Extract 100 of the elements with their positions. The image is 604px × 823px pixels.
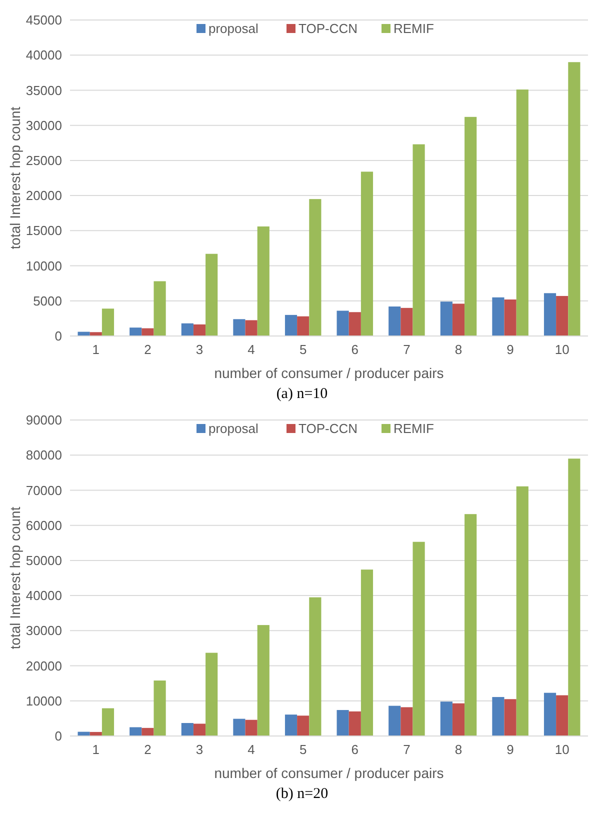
bar <box>360 570 374 736</box>
x-tick-label: 6 <box>351 342 359 357</box>
y-tick-label: 50000 <box>26 552 62 568</box>
x-tick-label: 8 <box>454 742 462 757</box>
bar <box>556 296 568 336</box>
bar <box>464 514 477 736</box>
bar <box>193 724 206 736</box>
bar <box>309 199 322 336</box>
x-tick-label: 7 <box>403 742 410 757</box>
legend-label: REMIF <box>394 21 434 36</box>
legend-label: TOP-CCN <box>298 21 358 36</box>
y-tick-label: 5000 <box>33 293 62 308</box>
bar <box>400 308 413 336</box>
bar <box>142 728 154 736</box>
bar <box>245 320 258 336</box>
bar <box>154 680 166 736</box>
bar <box>544 293 556 336</box>
bar <box>154 281 166 336</box>
bar <box>284 714 298 736</box>
bar <box>297 316 310 336</box>
bar <box>181 323 194 336</box>
bar <box>193 324 206 336</box>
bar <box>412 542 425 736</box>
y-tick-label: 90000 <box>26 412 62 428</box>
x-tick-label: 2 <box>144 342 152 357</box>
legend-label: proposal <box>208 21 258 36</box>
bar <box>452 304 465 336</box>
y-tick-label: 10000 <box>26 258 62 274</box>
x-tick-label: 4 <box>248 342 255 357</box>
x-tick-label: 7 <box>403 342 410 357</box>
bar <box>257 226 270 336</box>
y-tick-label: 60000 <box>26 518 62 533</box>
x-tick-label: 1 <box>92 742 100 757</box>
bar <box>90 332 102 336</box>
x-tick-label: 9 <box>506 342 514 357</box>
x-axis-title: number of consumer / producer pairs <box>214 765 444 781</box>
bar <box>516 90 528 336</box>
bar <box>388 706 401 736</box>
legend-label: TOP-CCN <box>298 421 358 436</box>
y-tick-label: 35000 <box>26 82 62 98</box>
y-tick-label: 70000 <box>26 482 62 498</box>
bar <box>504 699 516 736</box>
bar <box>464 116 477 336</box>
y-tick-label: 0 <box>54 728 62 744</box>
bar <box>130 328 142 336</box>
bar <box>544 692 556 736</box>
x-tick-label: 2 <box>144 742 152 757</box>
bar <box>284 314 298 336</box>
x-tick-label: 5 <box>299 342 307 357</box>
bar <box>297 716 310 736</box>
text: (b) n=20 <box>276 786 328 802</box>
bar <box>348 312 361 336</box>
x-tick-label: 3 <box>196 742 204 757</box>
bar <box>492 297 504 336</box>
bar <box>257 625 270 736</box>
y-tick-label: 25000 <box>26 152 62 168</box>
y-tick-label: 45000 <box>26 12 62 28</box>
x-axis-title: number of consumer / producer pairs <box>214 365 444 381</box>
bar <box>412 144 425 336</box>
x-tick-label: 4 <box>248 742 255 757</box>
bar <box>233 319 246 336</box>
bar <box>233 718 246 736</box>
bar <box>360 172 374 336</box>
y-tick-label: 30000 <box>26 623 62 638</box>
bar <box>102 308 114 336</box>
bar <box>102 708 114 736</box>
legend-label: REMIF <box>394 421 434 436</box>
x-tick-label: 3 <box>196 342 204 357</box>
bar <box>336 710 349 736</box>
bar <box>130 727 142 736</box>
x-tick-label: 8 <box>454 342 462 357</box>
bar <box>504 299 516 336</box>
x-tick-label: 6 <box>351 742 359 757</box>
bar <box>206 652 218 736</box>
x-tick-label: 1 <box>92 342 100 357</box>
bar <box>348 711 361 736</box>
bar <box>452 703 465 736</box>
text: (a) n=10 <box>276 386 328 402</box>
bar <box>245 720 258 736</box>
bar <box>336 310 349 336</box>
y-tick-label: 15000 <box>26 223 62 238</box>
y-tick-label: 30000 <box>26 118 62 133</box>
y-tick-label: 10000 <box>26 693 62 708</box>
bar <box>206 254 218 336</box>
bar <box>440 702 452 736</box>
bar <box>516 486 528 736</box>
y-tick-label: 40000 <box>26 588 62 604</box>
legend-label: proposal <box>208 421 258 436</box>
y-tick-label: 0 <box>54 328 62 344</box>
bar <box>440 302 452 336</box>
bar <box>142 328 154 336</box>
bar <box>309 597 322 736</box>
bar <box>388 306 401 336</box>
y-tick-label: 20000 <box>26 658 62 674</box>
y-axis-title: total Interest hop count <box>7 106 23 250</box>
x-tick-label: 9 <box>506 742 514 757</box>
bar <box>492 697 504 736</box>
x-tick-label: 10 <box>554 342 570 357</box>
y-tick-label: 20000 <box>26 188 62 204</box>
bar <box>568 62 580 336</box>
